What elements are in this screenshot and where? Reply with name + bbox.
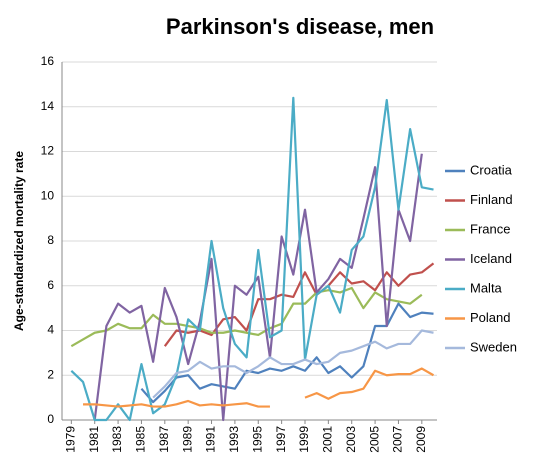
y-tick-label: 4 xyxy=(47,323,54,337)
x-tick-label: 2007 xyxy=(391,426,405,453)
x-tick-label: 2005 xyxy=(367,426,381,453)
chart-title: Parkinson's disease, men xyxy=(166,14,434,39)
legend-label: Poland xyxy=(470,310,510,325)
y-tick-label: 8 xyxy=(47,233,54,247)
legend-label: Malta xyxy=(470,280,503,295)
series-line xyxy=(83,367,435,408)
legend-label: France xyxy=(470,221,510,236)
y-tick-label: 10 xyxy=(41,188,55,202)
x-tick-label: 1985 xyxy=(134,426,148,453)
x-tick-label: 1993 xyxy=(227,426,241,453)
x-tick-label: 2001 xyxy=(321,426,335,453)
x-tick-label: 1997 xyxy=(274,426,288,453)
legend-label: Finland xyxy=(470,192,513,207)
x-tick-label: 1989 xyxy=(180,426,194,453)
y-tick-label: 0 xyxy=(47,412,54,426)
legend-label: Sweden xyxy=(470,339,517,354)
y-tick-label: 12 xyxy=(41,144,55,158)
y-tick-label: 2 xyxy=(47,367,54,381)
y-tick-label: 14 xyxy=(41,99,55,113)
y-axis-label: Age-standardized mortality rate xyxy=(12,151,26,331)
x-tick-label: 1999 xyxy=(297,426,311,453)
legend-label: Croatia xyxy=(470,162,513,177)
x-tick-label: 1983 xyxy=(110,426,124,453)
series-line xyxy=(163,262,435,347)
series-line xyxy=(70,96,434,422)
y-tick-label: 6 xyxy=(47,278,54,292)
y-tick-label: 16 xyxy=(41,54,55,68)
x-tick-label: 1979 xyxy=(64,426,78,453)
x-tick-label: 2003 xyxy=(344,426,358,453)
series-line xyxy=(140,302,434,404)
x-tick-label: 1991 xyxy=(204,426,218,453)
series-line xyxy=(93,153,423,422)
x-tick-label: 2009 xyxy=(414,426,428,453)
x-tick-label: 1981 xyxy=(87,426,101,453)
series-line xyxy=(70,286,423,348)
legend-label: Iceland xyxy=(470,251,512,266)
x-tick-label: 1995 xyxy=(250,426,264,453)
x-tick-label: 1987 xyxy=(157,426,171,453)
series-line xyxy=(152,329,434,399)
